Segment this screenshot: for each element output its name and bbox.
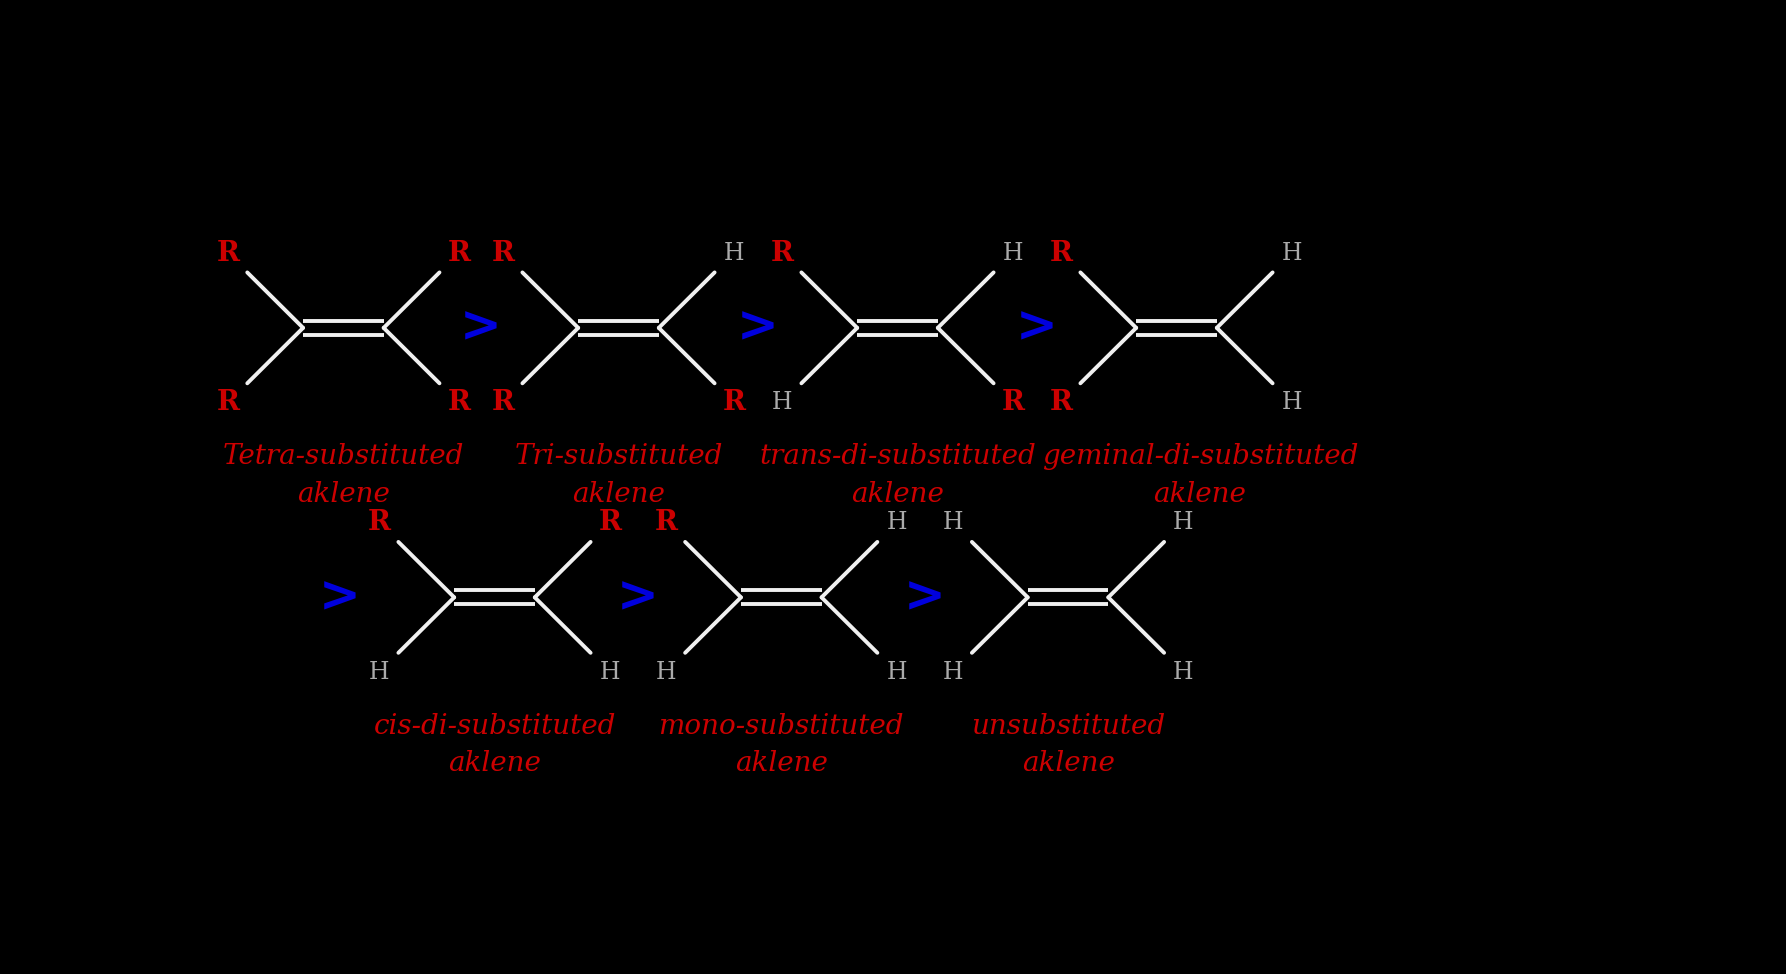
Text: R: R <box>368 509 391 536</box>
Text: mono-substituted
aklene: mono-substituted aklene <box>659 713 904 777</box>
Text: R: R <box>491 240 514 267</box>
Text: cis-di-substituted
aklene: cis-di-substituted aklene <box>373 713 616 777</box>
Text: H: H <box>655 660 677 684</box>
Text: H: H <box>1282 242 1302 265</box>
Text: >: > <box>318 574 361 621</box>
Text: R: R <box>1050 389 1073 416</box>
Text: R: R <box>1002 389 1025 416</box>
Text: H: H <box>886 511 907 534</box>
Text: R: R <box>446 389 470 416</box>
Text: R: R <box>654 509 677 536</box>
Text: >: > <box>461 304 502 352</box>
Text: >: > <box>616 574 659 621</box>
Text: H: H <box>1282 391 1302 414</box>
Text: R: R <box>216 240 239 267</box>
Text: Tri-substituted
aklene: Tri-substituted aklene <box>514 443 723 507</box>
Text: H: H <box>1173 511 1193 534</box>
Text: H: H <box>772 391 793 414</box>
Text: H: H <box>600 660 620 684</box>
Text: >: > <box>904 574 945 621</box>
Text: H: H <box>943 660 963 684</box>
Text: >: > <box>738 304 779 352</box>
Text: R: R <box>723 389 745 416</box>
Text: geminal-di-substituted
aklene: geminal-di-substituted aklene <box>1041 443 1357 507</box>
Text: R: R <box>598 509 622 536</box>
Text: R: R <box>491 389 514 416</box>
Text: Tetra-substituted
aklene: Tetra-substituted aklene <box>223 443 464 507</box>
Text: R: R <box>1050 240 1073 267</box>
Text: H: H <box>886 660 907 684</box>
Text: R: R <box>770 240 793 267</box>
Text: H: H <box>1002 242 1023 265</box>
Text: trans-di-substituted
aklene: trans-di-substituted aklene <box>759 443 1036 507</box>
Text: >: > <box>1016 304 1057 352</box>
Text: H: H <box>1173 660 1193 684</box>
Text: R: R <box>216 389 239 416</box>
Text: H: H <box>368 660 389 684</box>
Text: H: H <box>943 511 963 534</box>
Text: R: R <box>446 240 470 267</box>
Text: H: H <box>723 242 745 265</box>
Text: unsubstituted
aklene: unsubstituted aklene <box>972 713 1164 777</box>
